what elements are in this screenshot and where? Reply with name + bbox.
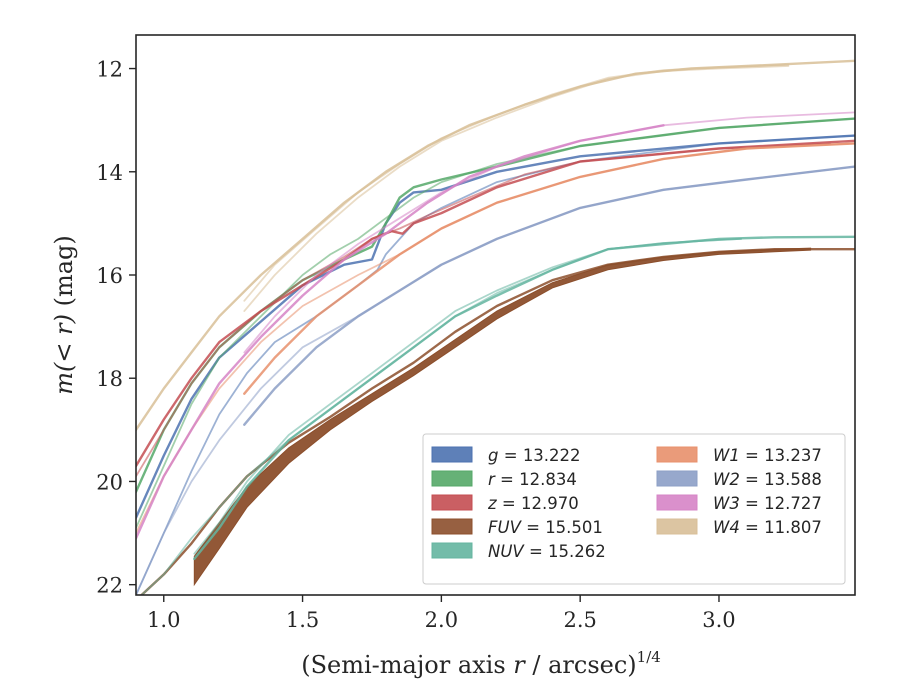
legend-value: 15.262 [548,542,606,561]
legend-value: 12.970 [521,494,579,513]
legend-label: g = 13.222 [488,446,581,465]
legend-entry-w4: W4 = 11.807 [656,518,822,537]
legend-equals: = [521,518,545,537]
series-w4-line [243,65,790,312]
legend-equals: = [740,494,764,513]
series-w4 [136,59,855,431]
legend-band: g [488,446,498,465]
legend-entry-w1: W1 = 13.237 [656,446,822,465]
y-axis-label-main: m [50,372,78,395]
series-z [136,139,855,478]
legend-swatch [431,470,473,487]
series-w4-line [243,64,790,302]
legend-band: W1 [713,446,740,465]
series-layer [136,59,855,595]
plot-frame [135,34,856,596]
legend-entry-w3: W3 = 12.727 [656,494,822,513]
legend-value: 11.807 [764,518,822,537]
y-axis-label-unit: (mag) [50,235,78,314]
legend-label: W3 = 12.727 [713,494,822,513]
legend-entry-g: g = 13.222 [431,446,581,465]
legend-entry-r: r = 12.834 [431,470,577,489]
x-tick-label: 2.0 [425,608,458,632]
y-tick-label: 12 [96,58,123,82]
legend-swatch [656,518,698,535]
legend-swatch [656,470,698,487]
legend-entry-z: z = 12.970 [431,494,579,513]
x-tick-label: 2.5 [563,608,596,632]
legend-entry-nuv: NUV = 15.262 [431,542,606,561]
x-tick-label: 1.0 [147,608,180,632]
legend-value: 15.501 [545,518,603,537]
x-axis-label-var: r [513,651,526,679]
legend-label: FUV = 15.501 [488,518,603,537]
series-z-line [136,142,831,478]
legend: g = 13.222 r = 12.834 z = 12.970 FUV = 15.5… [422,433,846,585]
legend-band: W2 [713,470,740,489]
y-tick-label: 22 [96,574,123,598]
series-nuv-line [140,238,743,595]
y-tick-label: 18 [96,367,123,391]
legend-band: W4 [713,518,740,537]
legend-swatch [431,446,473,463]
legend-band: FUV [488,518,523,537]
series-w3-line [243,111,855,354]
series-r-line [136,117,855,529]
series-nuv [140,235,855,595]
x-axis-label-end: / arcsec) [525,651,637,679]
legend-equals: = [524,542,548,561]
legend-label: W4 = 11.807 [713,518,822,537]
legend-value: 13.222 [523,446,581,465]
series-w2-line [136,165,855,595]
x-tick-label: 3.0 [702,608,735,632]
legend-band: r [488,470,496,489]
series-w2 [136,165,855,595]
series-z-line [136,139,855,468]
legend-equals: = [495,470,519,489]
legend-equals: = [740,518,764,537]
x-axis-label-exponent: 1/4 [637,648,661,666]
y-tick-label: 20 [96,470,123,494]
legend-value: 13.588 [764,470,822,489]
y-tick-label: 16 [96,264,123,288]
legend-label: NUV = 15.262 [488,542,606,561]
legend-band: z [487,494,497,513]
legend-equals: = [740,446,764,465]
legend-label: W2 = 13.588 [713,470,822,489]
y-axis-label: m(< r) (mag) [50,235,78,395]
legend-frame [422,433,846,585]
series-fuv [139,247,855,595]
series-w3 [136,111,855,540]
series-w3-line [136,124,665,540]
legend-label: z = 12.970 [487,494,579,513]
legend-entry-fuv: FUV = 15.501 [431,518,603,537]
legend-equals: = [498,446,522,465]
legend-band: W3 [713,494,740,513]
x-axis-label-main: (Semi-major axis [301,651,513,679]
legend-value: 12.834 [519,470,577,489]
x-axis-label: (Semi-major axis r / arcsec)1/4 [301,648,661,679]
x-tick-label: 1.5 [286,608,319,632]
y-axis-label-var: (< r) [50,314,78,372]
legend-equals: = [497,494,521,513]
legend-value: 12.727 [764,494,822,513]
legend-band: NUV [488,542,525,561]
y-tick-label: 14 [96,161,123,185]
series-g-line [136,134,855,519]
legend-swatch [431,494,473,511]
series-w2-line [243,165,855,426]
legend-swatch [431,542,473,559]
x-axis-ticks: 1.0 1.5 2.0 2.5 3.0 [147,595,736,632]
series-fuv-line [139,248,855,595]
legend-label: r = 12.834 [488,470,577,489]
legend-value: 13.237 [764,446,822,465]
legend-swatch [656,446,698,463]
legend-entry-w2: W2 = 13.588 [656,470,822,489]
legend-swatch [431,518,473,535]
y-axis-ticks: 12 14 16 18 20 22 [96,58,136,598]
legend-equals: = [740,470,764,489]
legend-swatch [656,494,698,511]
legend-label: W1 = 13.237 [713,446,822,465]
